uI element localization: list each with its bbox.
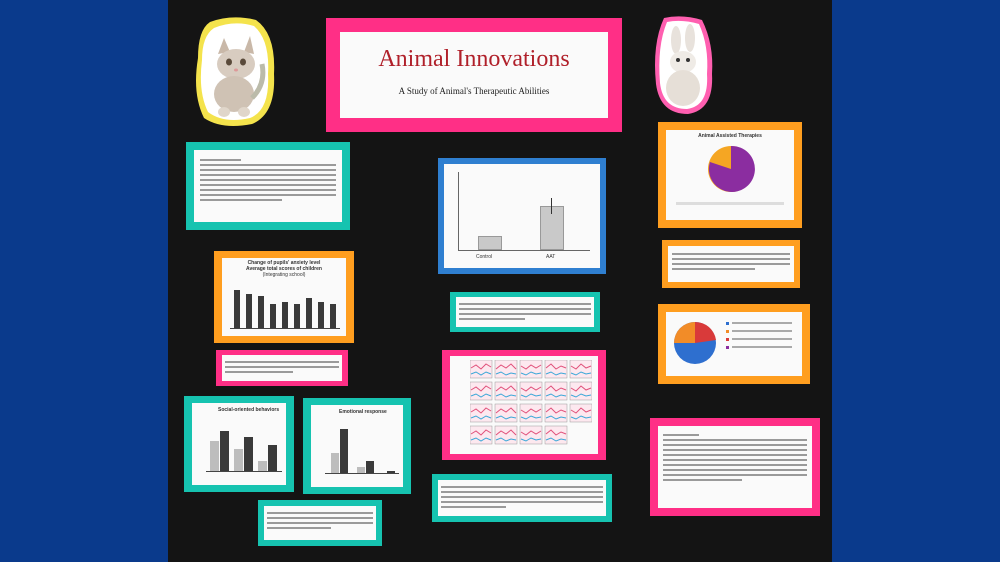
kitten-cutout	[192, 14, 278, 128]
bar-label-aat: AAT	[546, 254, 556, 260]
grid-charts	[470, 360, 592, 445]
orange-text-card	[662, 240, 800, 288]
poster-board: Animal Innovations A Study of Animal's T…	[168, 0, 832, 562]
bottom-center-text-card	[432, 474, 612, 522]
bottom-left-text-card	[258, 500, 382, 546]
pie-chart-2-card	[658, 304, 810, 384]
pie-title: Animal Assisted Therapies	[698, 133, 762, 139]
pie-chart-2	[674, 321, 716, 364]
emotional-title: Emotional response	[339, 409, 387, 415]
title-banner: Animal Innovations A Study of Animal's T…	[326, 18, 622, 132]
poster-title: Animal Innovations	[378, 46, 570, 72]
social-title: Social-oriented behaviors	[218, 407, 280, 413]
anxiety-title-2: Average total scores of children	[246, 266, 322, 272]
bar-label-control: Control	[476, 254, 493, 260]
center-text-card	[450, 292, 600, 332]
introduction-card	[186, 142, 350, 230]
pink-text-card	[216, 350, 348, 386]
conclusion-card	[650, 418, 820, 516]
rabbit-cutout	[652, 14, 714, 116]
pie-chart-card: Animal Assisted Therapies	[658, 122, 802, 228]
pie-chart	[708, 145, 755, 192]
anxiety-title-1: Change of pupils' anxiety level	[247, 260, 321, 266]
anxiety-title-3: (Integrating school)	[262, 272, 306, 278]
grid-charts-card	[442, 350, 606, 460]
bar-control	[478, 236, 502, 250]
anxiety-chart-card: Change of pupils' anxiety level Average …	[214, 251, 354, 343]
emotional-response-card: Emotional response	[303, 398, 411, 494]
poster-subtitle: A Study of Animal's Therapeutic Abilitie…	[398, 86, 550, 96]
bar-aat	[540, 206, 564, 250]
social-behaviors-card: Social-oriented behaviors	[184, 396, 294, 492]
control-vs-aat-card: Control AAT	[438, 158, 606, 274]
